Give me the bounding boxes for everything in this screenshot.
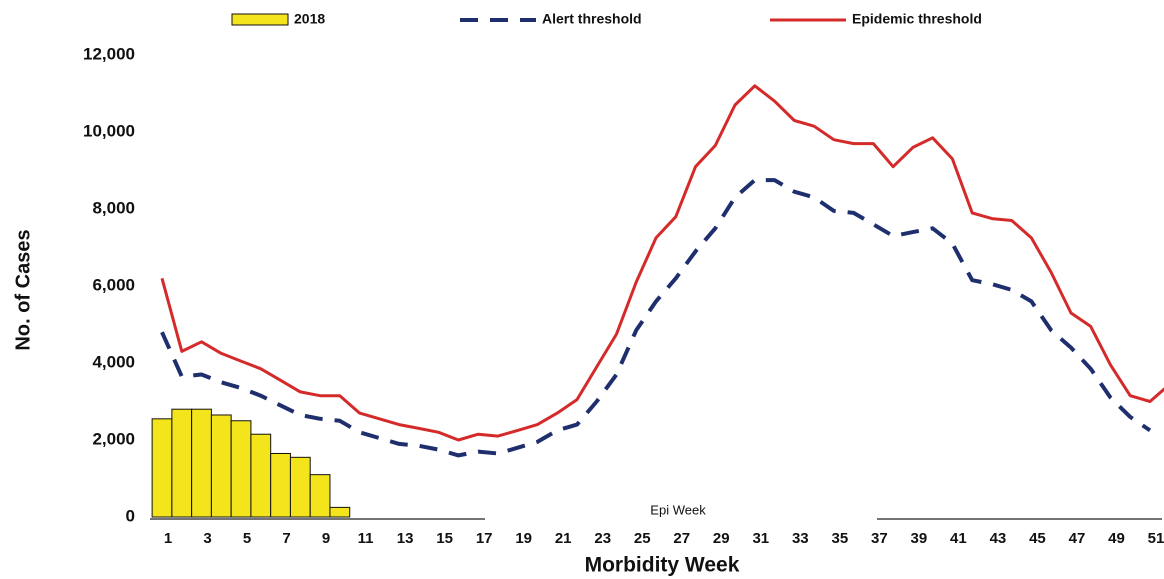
x-tick-label: 21 [555, 530, 572, 547]
x-tick-label: 1 [164, 530, 172, 547]
bar [309, 474, 331, 518]
bar [250, 433, 272, 518]
x-tick-label: 39 [911, 530, 928, 547]
x-axis-label: Morbidity Week [585, 554, 740, 577]
bar [230, 420, 252, 518]
x-tick-label: 47 [1069, 530, 1086, 547]
x-tick-label: 51 [1148, 530, 1164, 547]
legend-label: Epidemic threshold [852, 11, 982, 27]
y-axis-label: No. of Cases [12, 229, 34, 350]
x-tick-label: 15 [436, 530, 453, 547]
x-tick-label: 31 [752, 530, 769, 547]
x-tick-label: 35 [831, 530, 848, 547]
x-tick-label: 49 [1108, 530, 1125, 547]
bar [210, 414, 232, 518]
x-tick-label: 13 [397, 530, 414, 547]
y-tick-label: 4,000 [92, 352, 135, 371]
bar [329, 506, 351, 518]
x-tick-label: 43 [990, 530, 1007, 547]
legend-swatch [231, 13, 289, 26]
x-tick-label: 5 [243, 530, 251, 547]
x-tick-label: 11 [358, 530, 374, 547]
legend-label: 2018 [294, 11, 325, 27]
bar [191, 408, 212, 518]
line [160, 84, 1164, 442]
x-tick-label: 37 [871, 530, 888, 547]
x-tick-label: 3 [203, 530, 211, 547]
legend-label: Alert threshold [542, 11, 642, 27]
y-tick-label: 12,000 [83, 44, 135, 63]
x-tick-label: 9 [322, 530, 330, 547]
x-tick-label: 25 [634, 530, 651, 547]
line [160, 178, 1152, 458]
y-tick-label: 2,000 [92, 429, 135, 448]
x-tick-label: 27 [673, 530, 690, 547]
x-tick-label: 19 [515, 530, 532, 547]
y-tick-label: 0 [126, 506, 135, 525]
x-tick-label: 7 [282, 530, 290, 547]
bar [289, 456, 311, 518]
y-tick-label: 10,000 [83, 121, 135, 140]
x-tick-label: 33 [792, 530, 809, 547]
y-tick-label: 6,000 [92, 275, 135, 294]
x-tick-label: 17 [476, 530, 493, 547]
bar [151, 418, 173, 518]
x-tick-label: 23 [594, 530, 611, 547]
y-tick-label: 8,000 [92, 198, 135, 217]
x-tick-label: 29 [713, 530, 730, 547]
x-tick-label: 41 [950, 530, 967, 547]
bar [171, 408, 193, 518]
bar [270, 452, 291, 518]
x-tick-label: 45 [1029, 530, 1046, 547]
annotation: Epi Week [650, 502, 706, 517]
